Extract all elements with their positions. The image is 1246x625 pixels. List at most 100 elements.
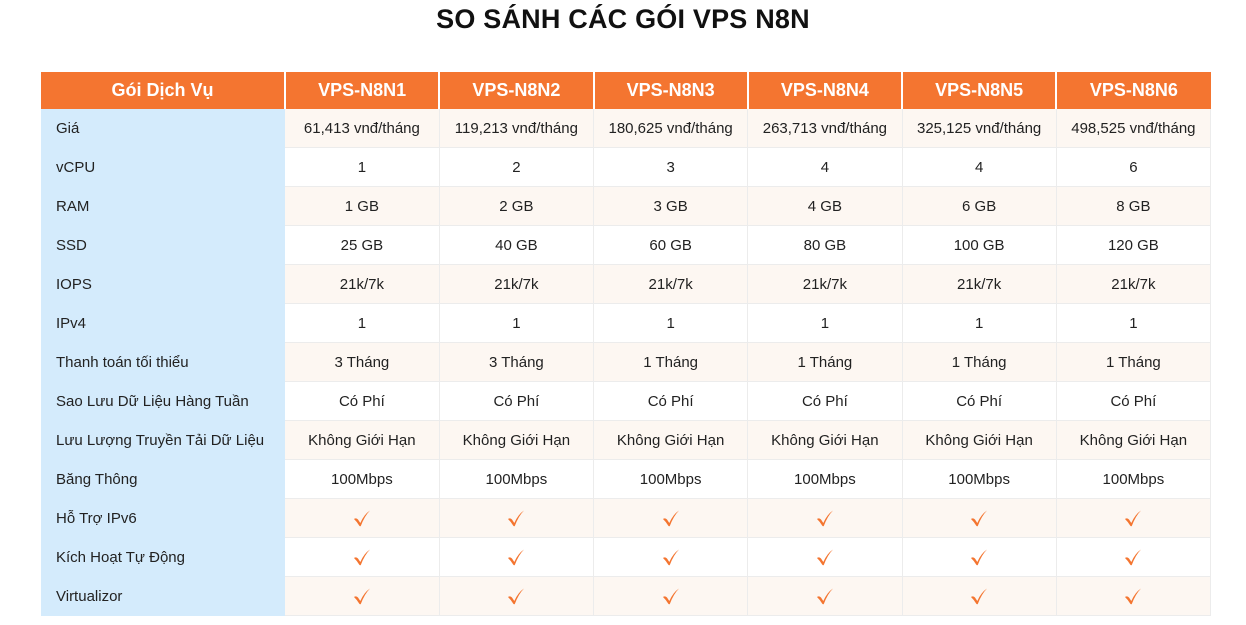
cell-value: 3 <box>593 147 749 187</box>
table-row: SSD 25 GB 40 GB 60 GB 80 GB 100 GB 120 GB <box>41 225 1212 265</box>
table-row: Lưu Lượng Truyền Tải Dữ Liệu Không Giới H… <box>41 420 1212 460</box>
cell-value: 60 GB <box>593 225 749 265</box>
table-row: Giá 61,413 vnđ/tháng 119,213 vnđ/tháng 180,… <box>41 109 1212 148</box>
cell-check <box>285 498 440 538</box>
header-plan-2: VPS-N8N2 <box>439 72 595 109</box>
checkmark-icon <box>508 549 525 566</box>
checkmark-icon <box>662 588 679 605</box>
row-label: Băng Thông <box>41 459 285 499</box>
table-row: Hỗ Trợ IPv6 <box>41 498 1212 538</box>
cell-value: 100Mbps <box>1056 459 1212 499</box>
header-plan-1: VPS-N8N1 <box>285 72 441 109</box>
row-label: Giá <box>41 109 285 148</box>
cell-check <box>902 498 1057 538</box>
checkmark-icon <box>816 549 833 566</box>
checkmark-icon <box>1125 588 1142 605</box>
cell-check <box>747 576 903 616</box>
cell-value: Không Giới Hạn <box>439 420 595 460</box>
checkmark-icon <box>353 510 370 527</box>
cell-value: Có Phí <box>747 381 903 421</box>
row-label: RAM <box>41 186 285 226</box>
checkmark-icon <box>971 549 988 566</box>
cell-value: 498,525 vnđ/tháng <box>1056 109 1212 148</box>
cell-value: 1 <box>1056 303 1212 343</box>
cell-value: 3 GB <box>593 186 749 226</box>
cell-value: 21k/7k <box>439 264 595 304</box>
cell-value: 1 GB <box>285 186 440 226</box>
cell-value: 3 Tháng <box>285 342 440 382</box>
cell-check <box>902 576 1057 616</box>
table-row: Sao Lưu Dữ Liệu Hàng Tuần Có Phí Có Phí Có … <box>41 381 1212 421</box>
cell-value: Không Giới Hạn <box>285 420 440 460</box>
row-label: IPv4 <box>41 303 285 343</box>
header-plan-5: VPS-N8N5 <box>902 72 1058 109</box>
cell-value: 1 Tháng <box>593 342 749 382</box>
cell-check <box>593 537 749 577</box>
table-row: RAM 1 GB 2 GB 3 GB 4 GB 6 GB 8 GB <box>41 186 1212 226</box>
cell-value: 1 <box>747 303 903 343</box>
checkmark-icon <box>662 510 679 527</box>
cell-value: 61,413 vnđ/tháng <box>285 109 440 148</box>
checkmark-icon <box>1125 510 1142 527</box>
table-row: vCPU 1 2 3 4 4 6 <box>41 147 1212 187</box>
cell-value: 2 GB <box>439 186 595 226</box>
table-row: Kích Hoạt Tự Động <box>41 537 1212 577</box>
cell-value: Không Giới Hạn <box>747 420 903 460</box>
cell-value: Có Phí <box>1056 381 1212 421</box>
cell-value: 1 Tháng <box>747 342 903 382</box>
row-label: IOPS <box>41 264 285 304</box>
checkmark-icon <box>353 549 370 566</box>
cell-value: 6 GB <box>902 186 1057 226</box>
cell-value: 21k/7k <box>747 264 903 304</box>
cell-check <box>593 576 749 616</box>
cell-value: Có Phí <box>439 381 595 421</box>
cell-value: Có Phí <box>285 381 440 421</box>
cell-value: 80 GB <box>747 225 903 265</box>
cell-value: 21k/7k <box>285 264 440 304</box>
cell-value: 21k/7k <box>902 264 1057 304</box>
cell-value: 100Mbps <box>902 459 1057 499</box>
header-plan-6: VPS-N8N6 <box>1056 72 1211 109</box>
cell-value: 1 <box>439 303 595 343</box>
cell-check <box>593 498 749 538</box>
row-label: Thanh toán tối thiểu <box>41 342 285 382</box>
table-row: IOPS 21k/7k 21k/7k 21k/7k 21k/7k 21k/7k 21k/7k <box>41 264 1212 304</box>
cell-value: Có Phí <box>593 381 749 421</box>
cell-value: 3 Tháng <box>439 342 595 382</box>
checkmark-icon <box>816 510 833 527</box>
cell-check <box>285 537 440 577</box>
cell-check <box>439 576 595 616</box>
cell-value: 263,713 vnđ/tháng <box>747 109 903 148</box>
checkmark-icon <box>662 549 679 566</box>
cell-value: 100Mbps <box>285 459 440 499</box>
checkmark-icon <box>971 510 988 527</box>
cell-check <box>747 498 903 538</box>
cell-value: 180,625 vnđ/tháng <box>593 109 749 148</box>
cell-value: 40 GB <box>439 225 595 265</box>
cell-value: 119,213 vnđ/tháng <box>439 109 595 148</box>
row-label: SSD <box>41 225 285 265</box>
cell-value: 100Mbps <box>439 459 595 499</box>
cell-check <box>439 498 595 538</box>
comparison-table: Gói Dịch Vụ VPS-N8N1 VPS-N8N2 VPS-N8N3 V… <box>41 72 1212 616</box>
cell-check <box>747 537 903 577</box>
table-row: Virtualizor <box>41 576 1212 616</box>
cell-value: 21k/7k <box>1056 264 1212 304</box>
cell-value: 100 GB <box>902 225 1057 265</box>
cell-check <box>1056 498 1212 538</box>
table-row: Băng Thông 100Mbps 100Mbps 100Mbps 100Mbps 10… <box>41 459 1212 499</box>
cell-value: 325,125 vnđ/tháng <box>902 109 1057 148</box>
cell-value: Không Giới Hạn <box>1056 420 1212 460</box>
header-plan-3: VPS-N8N3 <box>593 72 749 109</box>
row-label: Sao Lưu Dữ Liệu Hàng Tuần <box>41 381 285 421</box>
header-plan-4: VPS-N8N4 <box>747 72 904 109</box>
checkmark-icon <box>508 510 525 527</box>
cell-value: 21k/7k <box>593 264 749 304</box>
cell-value: 6 <box>1056 147 1212 187</box>
checkmark-icon <box>1125 549 1142 566</box>
cell-value: 8 GB <box>1056 186 1212 226</box>
cell-value: 4 <box>902 147 1057 187</box>
cell-value: 2 <box>439 147 595 187</box>
cell-check <box>285 576 440 616</box>
row-label: Hỗ Trợ IPv6 <box>41 498 285 538</box>
